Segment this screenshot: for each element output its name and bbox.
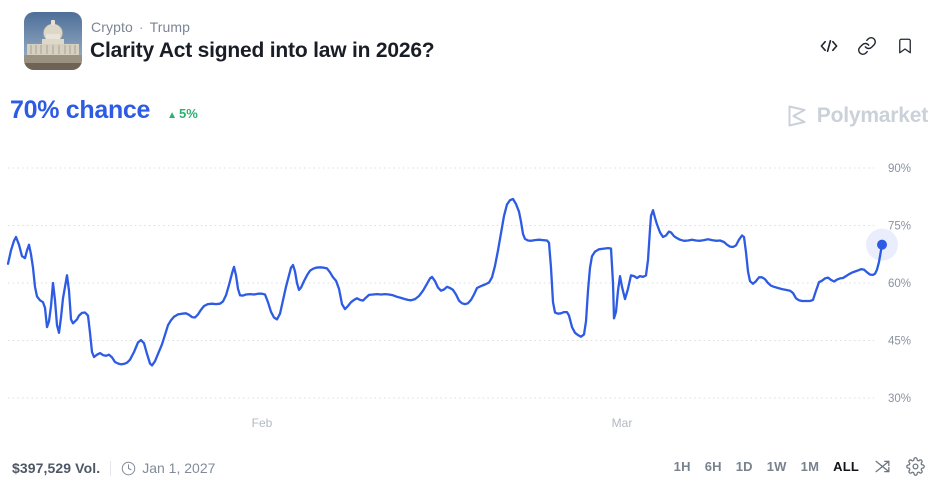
y-axis-label: 45% [888,336,911,348]
timeframe-1h[interactable]: 1H [673,459,691,474]
market-thumbnail [24,12,82,70]
volume-label: $397,529 Vol. [12,460,101,476]
copy-link-button[interactable] [857,36,877,56]
y-axis-label: 30% [888,393,911,405]
header-actions [819,36,915,56]
y-axis-label: 90% [888,163,911,175]
polymarket-watermark: Polymarket [785,103,928,129]
timeframe-6h[interactable]: 6H [704,459,722,474]
gear-icon [906,457,925,476]
end-date-label: Jan 1, 2027 [142,460,216,476]
breadcrumb-separator: · [138,19,144,35]
breadcrumb-tag[interactable]: Trump [149,19,191,35]
chance-value: 70% chance [10,96,151,124]
y-axis-label: 75% [888,221,911,233]
link-icon [858,37,876,55]
price-row: 70% chance ▲ 5% [10,96,198,125]
timeframe-1m[interactable]: 1M [800,459,820,474]
price-line [6,197,884,367]
embed-code-icon [820,39,838,53]
settings-button[interactable] [906,457,925,476]
y-axis-label: 60% [888,278,911,290]
polymarket-wordmark: Polymarket [816,104,928,127]
compare-button[interactable] [873,457,892,476]
chart-controls: 1H 6H 1D 1W 1M ALL [674,457,925,476]
x-axis-label: Mar [612,416,633,430]
end-date: Jan 1, 2027 [121,460,215,476]
bookmark-icon [899,38,911,54]
crossing-arrows-icon [875,460,890,473]
x-axis-label: Feb [252,416,273,430]
end-dot [877,239,887,250]
timeframe-1d[interactable]: 1D [735,459,753,474]
footer-meta: $397,529 Vol. Jan 1, 2027 [12,460,215,476]
price-change-badge: ▲ 5% [167,106,198,121]
embed-button[interactable] [819,36,839,56]
polymarket-logo-icon [788,105,806,127]
price-change-value: 5% [179,106,198,121]
timeframe-1w[interactable]: 1W [766,459,787,474]
breadcrumb-category[interactable]: Crypto [91,19,133,35]
footer-divider [110,460,112,476]
clock-icon [121,461,136,475]
market-title: Clarity Act signed into law in 2026? [90,39,435,62]
capitol-image [24,12,82,70]
timeframe-all[interactable]: ALL [833,459,859,474]
bookmark-button[interactable] [895,36,915,56]
breadcrumb: Crypto · Trump [91,19,434,35]
up-arrow-icon: ▲ [167,110,178,121]
